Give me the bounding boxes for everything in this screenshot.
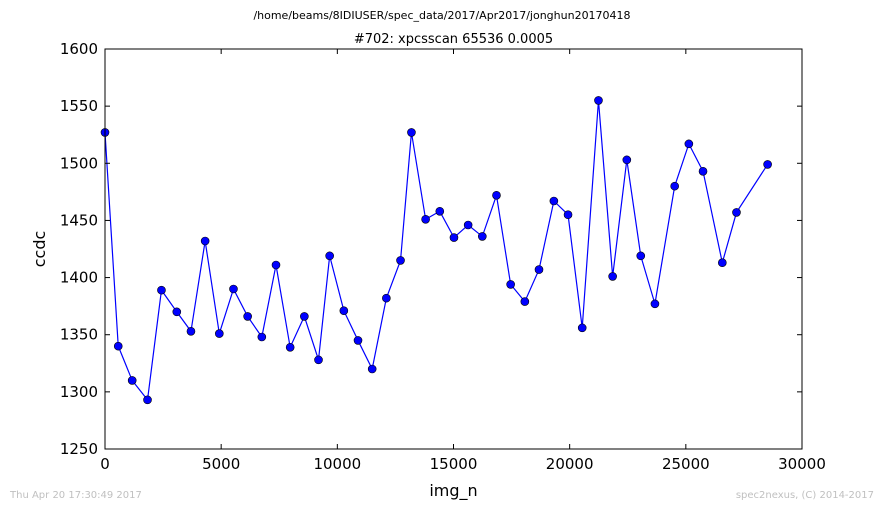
data-point	[594, 96, 603, 105]
y-tick-label: 1400	[60, 269, 98, 287]
data-point	[732, 208, 741, 217]
data-point	[367, 364, 377, 374]
data-point	[172, 307, 182, 317]
data-point	[549, 196, 559, 206]
data-point	[127, 376, 137, 385]
data-point	[506, 280, 515, 289]
data-point	[463, 220, 473, 230]
x-tick-label: 10000	[313, 455, 361, 473]
data-point	[421, 214, 430, 224]
figure-suptitle: /home/beams/8IDIUSER/spec_data/2017/Apr2…	[253, 9, 630, 22]
data-point	[636, 251, 646, 261]
y-tick-label: 1450	[60, 211, 98, 229]
data-point	[215, 329, 224, 338]
y-tick-label: 1600	[60, 40, 98, 58]
y-tick-label: 1500	[60, 154, 98, 172]
data-point	[520, 297, 530, 306]
data-point	[143, 395, 152, 405]
data-point	[339, 306, 349, 316]
y-tick-label: 1300	[60, 383, 98, 401]
data-point	[382, 293, 391, 303]
data-point	[670, 181, 679, 191]
data-point	[300, 312, 309, 321]
data-point	[229, 284, 238, 294]
plot-area	[100, 96, 772, 405]
x-tick-label: 15000	[430, 455, 478, 473]
data-point	[435, 206, 445, 216]
data-point	[718, 258, 727, 268]
chart-title: #702: xpcsscan 65536 0.0005	[354, 32, 553, 47]
data-point	[157, 285, 166, 295]
data-point	[622, 155, 632, 165]
y-axis-label: ccdc	[30, 231, 49, 268]
data-point	[478, 232, 487, 241]
data-point	[449, 233, 459, 242]
data-point	[396, 256, 405, 265]
axes-frame	[104, 48, 803, 450]
y-tick-label: 1350	[60, 326, 98, 344]
data-point	[113, 341, 123, 351]
data-point	[684, 139, 694, 149]
x-tick-label: 25000	[662, 455, 710, 473]
data-point	[563, 210, 573, 220]
data-point	[577, 323, 587, 333]
data-point	[325, 251, 334, 261]
x-axis-label: img_n	[429, 481, 477, 501]
data-point	[650, 299, 660, 309]
data-point	[492, 190, 501, 200]
data-point	[608, 272, 617, 281]
data-point	[200, 236, 210, 246]
axis-ticks: 0 5000 10000 15000 20000 25000 30000 1250 1300 13…	[60, 40, 826, 473]
footer-credit: spec2nexus, (C) 2014-2017	[736, 490, 874, 501]
y-tick-label: 1250	[60, 440, 98, 458]
data-point	[271, 260, 281, 270]
x-tick-label: 0	[100, 455, 110, 473]
data-point	[186, 326, 196, 336]
data-point	[407, 128, 416, 137]
footer-timestamp: Thu Apr 20 17:30:49 2017	[9, 490, 142, 501]
data-point	[534, 265, 544, 274]
data-point	[285, 342, 295, 352]
data-point	[257, 332, 267, 342]
series-line	[104, 100, 769, 402]
x-tick-label: 5000	[202, 455, 240, 473]
data-point	[243, 312, 252, 321]
data-point	[698, 166, 708, 176]
data-point	[763, 160, 772, 169]
data-point	[314, 355, 323, 365]
x-tick-label: 20000	[546, 455, 594, 473]
x-tick-label: 30000	[778, 455, 826, 473]
data-point	[353, 336, 363, 345]
y-tick-label: 1550	[60, 97, 98, 115]
